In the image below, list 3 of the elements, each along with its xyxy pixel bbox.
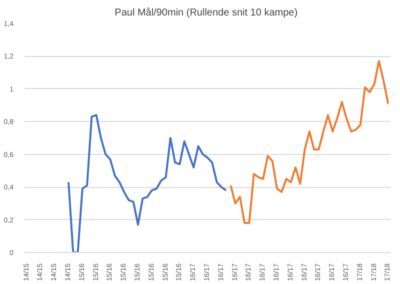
line-series: [230, 60, 390, 224]
line-series: [68, 114, 228, 252]
chart-title: Paul Mål/90min (Rullende snit 10 kampe): [114, 6, 298, 18]
